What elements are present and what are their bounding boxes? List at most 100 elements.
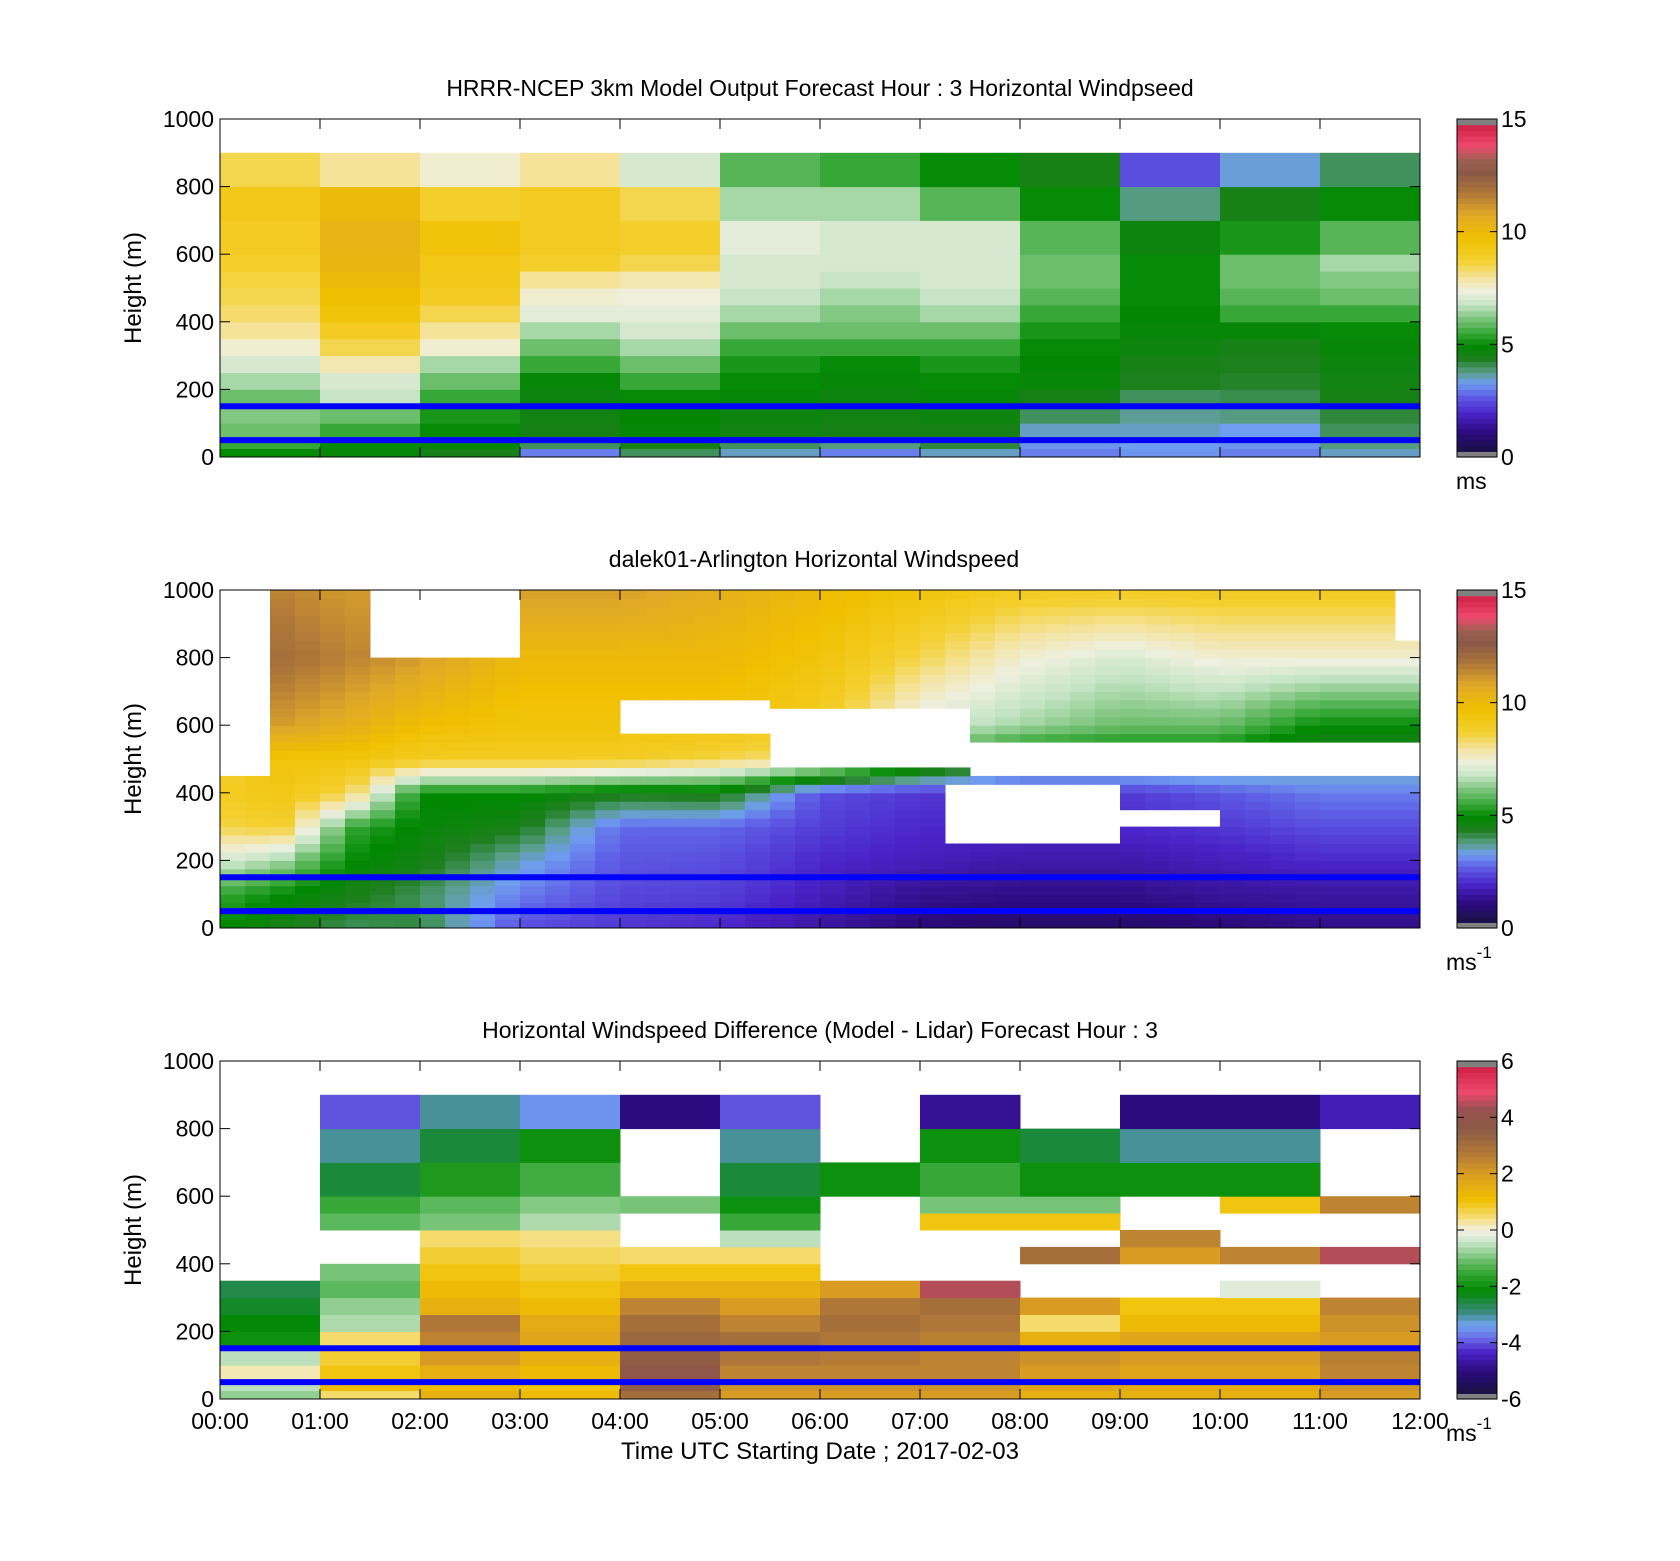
heatmap-cell: [270, 716, 296, 726]
heatmap-cell: [1095, 733, 1121, 743]
heatmap-cell: [770, 801, 796, 811]
colorbar-swatch: [1457, 1348, 1497, 1355]
heatmap-cell: [970, 902, 996, 912]
heatmap-cell: [845, 649, 871, 659]
heatmap-cell: [520, 440, 621, 450]
heatmap-cell: [1320, 1094, 1420, 1130]
heatmap-cell: [1145, 606, 1171, 616]
heatmap-cell: [745, 919, 771, 928]
heatmap-cell: [445, 775, 471, 785]
colorbar-swatch: [1457, 657, 1497, 664]
heatmap-cell: [695, 885, 721, 895]
heatmap-cell: [1395, 725, 1420, 735]
heatmap-cell: [1145, 784, 1171, 794]
heatmap-cell: [795, 598, 821, 608]
heatmap-cell: [370, 767, 396, 777]
heatmap-cell: [820, 304, 921, 323]
heatmap-cell: [420, 254, 521, 272]
heatmap-cell: [320, 1348, 421, 1366]
heatmap-cell: [495, 708, 521, 718]
heatmap-cell: [1370, 835, 1396, 844]
heatmap-cell: [420, 288, 521, 306]
colorbar-swatch: [1457, 691, 1497, 698]
heatmap-cell: [745, 792, 771, 802]
heatmap-cell: [520, 843, 546, 853]
heatmap-cell: [795, 809, 821, 819]
heatmap-cell: [645, 623, 671, 633]
heatmap-cell: [295, 682, 321, 692]
colorbar-swatch: [1457, 1308, 1497, 1316]
heatmap-cell: [1395, 826, 1420, 836]
colorbar-swatch: [1457, 175, 1497, 182]
heatmap-cell: [920, 254, 1021, 272]
heatmap-cell: [220, 1297, 321, 1315]
heatmap-cell: [970, 615, 996, 625]
heatmap-cell: [1295, 649, 1321, 659]
heatmap-cell: [620, 894, 646, 904]
heatmap-cell: [345, 725, 371, 735]
heatmap-cell: [520, 1297, 621, 1315]
heatmap-cell: [920, 919, 946, 928]
heatmap-cell: [820, 406, 921, 424]
heatmap-cell: [1045, 606, 1071, 616]
heatmap-cell: [695, 649, 721, 659]
heatmap-cell: [945, 851, 971, 861]
heatmap-cell: [470, 835, 496, 844]
colorbar-tick-label: 10: [1501, 690, 1527, 716]
heatmap-cell: [395, 902, 421, 912]
y-tick-label: 200: [176, 376, 214, 402]
heatmap-cell: [520, 615, 546, 625]
heatmap-cell: [520, 448, 621, 457]
heatmap-cell: [1295, 851, 1321, 861]
heatmap-cell: [1120, 1230, 1221, 1248]
heatmap-cell: [895, 902, 921, 912]
heatmap-cell: [570, 809, 596, 819]
heatmap-cell: [595, 742, 621, 752]
heatmap-cell: [595, 919, 621, 928]
colorbar-swatch: [1457, 1314, 1497, 1321]
heatmap-cell: [470, 911, 496, 921]
heatmap-cell: [1320, 902, 1346, 912]
heatmap-cell: [1020, 860, 1046, 870]
heatmap-cell: [720, 1280, 821, 1299]
heatmap-cell: [745, 911, 771, 921]
colorbar-swatch: [1457, 804, 1497, 811]
heatmap-cell: [1095, 775, 1121, 785]
heatmap-cell: [545, 868, 571, 878]
heatmap-cell: [495, 868, 521, 878]
heatmap-cell: [545, 759, 571, 768]
heatmap-cell: [1145, 674, 1171, 684]
colorbar-tick-label: -2: [1501, 1273, 1521, 1299]
heatmap-cell: [1120, 632, 1146, 642]
heatmap-cell: [1245, 775, 1271, 785]
heatmap-cell: [1045, 902, 1071, 912]
colorbar-swatch: [1457, 1179, 1497, 1186]
heatmap-cell: [970, 649, 996, 659]
heatmap-cell: [1245, 666, 1271, 675]
heatmap-cell: [1170, 674, 1196, 684]
heatmap-cell: [470, 818, 496, 828]
heatmap-cell: [995, 860, 1021, 870]
heatmap-cell: [895, 598, 921, 608]
heatmap-cell: [470, 851, 496, 861]
heatmap-cell: [620, 1390, 721, 1399]
heatmap-cell: [1095, 649, 1121, 659]
heatmap-cell: [1120, 1297, 1221, 1315]
heatmap-cell: [520, 1365, 621, 1383]
heatmap-cell: [920, 355, 1021, 373]
heatmap-cell: [520, 640, 546, 650]
heatmap-cell: [695, 657, 721, 667]
heatmap-cell: [520, 809, 546, 819]
heatmap-cell: [1320, 406, 1420, 424]
heatmap-cell: [1220, 606, 1246, 616]
heatmap-cell: [1170, 919, 1196, 928]
heatmap-cell: [370, 699, 396, 709]
heatmap-cell: [770, 835, 796, 844]
heatmap-cell: [820, 1280, 921, 1299]
heatmap-cell: [1045, 868, 1071, 878]
colorbar-swatch: [1457, 1303, 1497, 1310]
heatmap-cell: [370, 843, 396, 853]
heatmap-cell: [295, 674, 321, 684]
heatmap-cell: [220, 801, 246, 811]
heatmap-cell: [545, 682, 571, 692]
